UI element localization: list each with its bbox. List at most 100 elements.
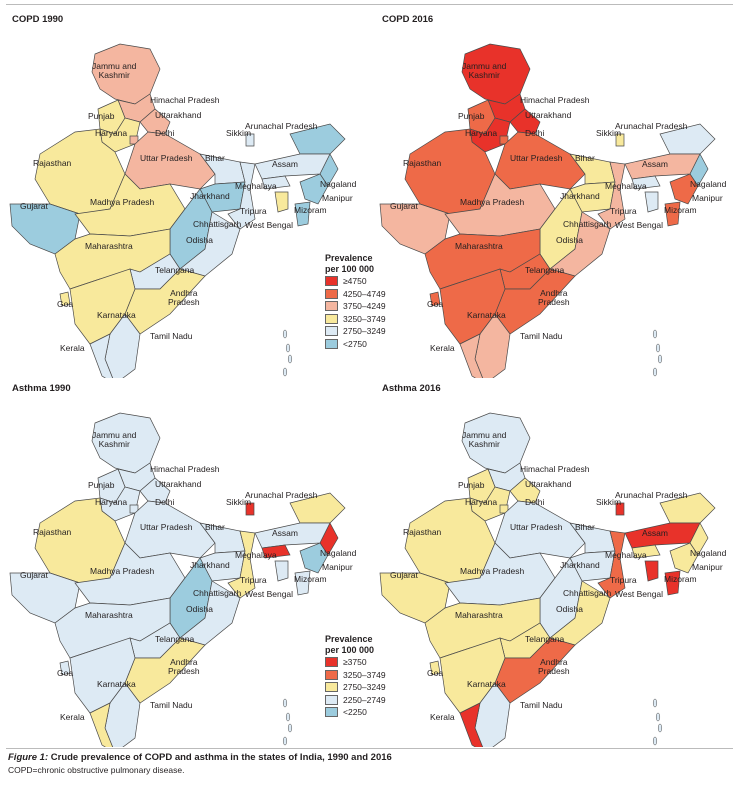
state-label-tn: Tamil Nadu (150, 331, 193, 341)
state-label-ap: Andhra Pradesh (168, 657, 200, 676)
state-label-as: Assam (642, 159, 668, 169)
state-label-ml: Meghalaya (235, 550, 277, 560)
state-label-jh: Jharkhand (190, 191, 230, 201)
state-label-ct: Chhattisgarh (563, 219, 612, 229)
state-ne_ar (289, 123, 346, 155)
legend-title: Prevalence (325, 634, 373, 644)
state-label-kl: Kerala (430, 712, 455, 722)
legend-label: <2750 (343, 338, 367, 349)
state-label-pb: Punjab (88, 111, 115, 121)
state-label-mn: Manipur (322, 562, 353, 572)
panel-title: Asthma 2016 (382, 383, 441, 394)
legend-label: 2750–3249 (343, 326, 386, 337)
state-label-nl: Nagaland (320, 548, 357, 558)
state-label-ka: Karnataka (97, 310, 136, 320)
state-kl (459, 333, 483, 378)
state-label-mh: Maharashtra (85, 241, 133, 251)
state-ne_mz (294, 570, 311, 596)
state-label-br: Bihar (205, 522, 225, 532)
island-andaman (655, 343, 661, 353)
legend-subtitle: per 100 000 (325, 264, 375, 274)
state-ga (429, 660, 441, 676)
map-panel-copd-2016: COPD 2016 Jammu and Kashmir Himachal Prad… (370, 8, 730, 378)
india-map-copd-2016 (379, 43, 716, 378)
state-label-jk: Jammu and Kashmir (462, 430, 507, 449)
state-label-uk: Uttarakhand (525, 110, 572, 120)
state-label-nl: Nagaland (690, 548, 727, 558)
map-panel-copd-1990: COPD 1990 Jammu and Kashmir Himachal Prad… (0, 8, 360, 378)
legend-label: 2750–3249 (343, 682, 386, 693)
state-label-ct: Chhattisgarh (193, 219, 242, 229)
state-label-mz: Mizoram (294, 205, 327, 215)
state-kl (89, 333, 113, 378)
panel-title: COPD 2016 (382, 14, 434, 25)
state-label-ga: Goa (57, 299, 74, 309)
state-ne_ml (631, 175, 661, 190)
india-map-copd-1990 (9, 43, 346, 378)
island-andaman (282, 698, 288, 708)
state-label-kl: Kerala (430, 343, 455, 353)
state-label-mp: Madhya Pradesh (90, 197, 155, 207)
panel-title: Asthma 1990 (12, 383, 71, 394)
state-label-ga: Goa (427, 299, 444, 309)
legend-swatch (325, 694, 338, 705)
legend-item: ≥4750 (325, 275, 386, 288)
state-label-hp: Himachal Pradesh (150, 95, 220, 105)
state-label-mh: Maharashtra (455, 241, 503, 251)
state-ne_mz (664, 201, 681, 227)
legend-subtitle: per 100 000 (325, 645, 375, 655)
state-uk (509, 477, 541, 504)
state-label-ka: Karnataka (467, 679, 506, 689)
state-label-dl: Delhi (525, 497, 545, 507)
state-label-sk: Sikkim (596, 497, 622, 507)
state-label-up: Uttar Pradesh (510, 522, 563, 532)
state-label-jk: Jammu and Kashmir (462, 61, 507, 80)
legend-swatch (325, 313, 338, 324)
state-label-mh: Maharashtra (455, 610, 503, 620)
state-label-tn: Tamil Nadu (520, 700, 563, 710)
state-label-as: Assam (272, 528, 298, 538)
state-uk (139, 108, 171, 135)
figure-caption: Figure 1: Crude prevalence of COPD and a… (8, 752, 392, 775)
state-label-ap: Andhra Pradesh (538, 657, 570, 676)
legend-label: 3750–4249 (343, 301, 386, 312)
state-label-rj: Rajasthan (403, 527, 442, 537)
caption-rule (6, 748, 733, 749)
state-ne_tr (274, 560, 289, 582)
state-label-tg: Telangana (155, 265, 195, 275)
top-rule (6, 4, 733, 5)
legend-swatch (325, 669, 338, 680)
state-label-wb: West Bengal (615, 220, 664, 230)
state-label-rj: Rajasthan (403, 158, 442, 168)
island-andaman (285, 343, 291, 353)
legend-item: 3250–3749 (325, 669, 386, 682)
state-ne_ml (261, 544, 291, 559)
legend-item: 2750–3249 (325, 325, 386, 338)
state-label-hr: Haryana (95, 128, 128, 138)
island-andaman (652, 329, 658, 339)
state-ne_ar (659, 492, 716, 524)
state-label-dl: Delhi (155, 497, 175, 507)
state-ne_tr (644, 560, 659, 582)
legend-label: ≥4750 (343, 276, 367, 287)
state-label-up: Uttar Pradesh (510, 153, 563, 163)
state-label-mp: Madhya Pradesh (460, 197, 525, 207)
state-label-ct: Chhattisgarh (563, 588, 612, 598)
state-label-jh: Jharkhand (190, 560, 230, 570)
state-label-gj: Gujarat (390, 201, 418, 211)
state-label-or: Odisha (556, 604, 583, 614)
state-label-sk: Sikkim (226, 128, 252, 138)
legend-item: 3250–3749 (325, 313, 386, 326)
state-label-hr: Haryana (465, 128, 498, 138)
figure-number: Figure 1: (8, 752, 49, 763)
state-label-jk: Jammu and Kashmir (92, 61, 137, 80)
state-label-ap: Andhra Pradesh (538, 288, 570, 307)
state-label-mp: Madhya Pradesh (460, 566, 525, 576)
legend-copd: Prevalence per 100 000 ≥4750 4250–4749 375… (325, 253, 386, 350)
state-label-uk: Uttarakhand (155, 479, 202, 489)
state-label-tn: Tamil Nadu (150, 700, 193, 710)
island-andaman (652, 736, 658, 746)
state-label-up: Uttar Pradesh (140, 522, 193, 532)
island-andaman (285, 712, 291, 722)
state-label-nl: Nagaland (690, 179, 727, 189)
